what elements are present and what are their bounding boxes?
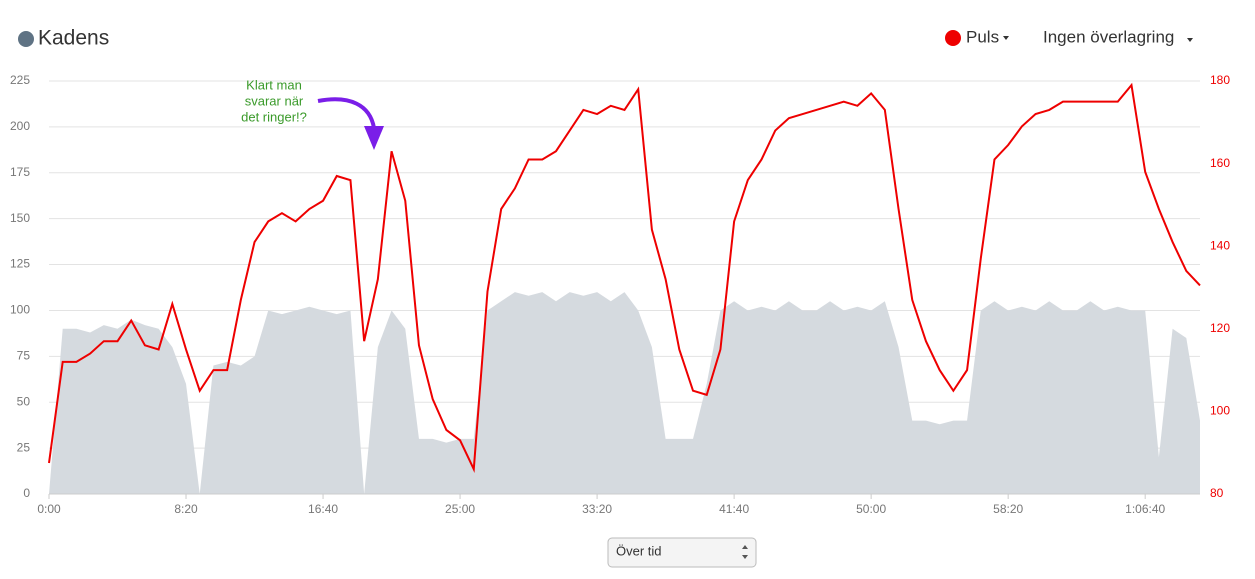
y-tick-label: 200 xyxy=(10,119,30,133)
x-tick-label: 58:20 xyxy=(993,502,1023,516)
y2-tick-label: 180 xyxy=(1210,73,1230,87)
y-tick-label: 175 xyxy=(10,165,30,179)
heart-rate-line xyxy=(48,82,1201,474)
x-tick-label: 1:06:40 xyxy=(1125,502,1165,516)
x-mode-select-label: Över tid xyxy=(616,543,662,558)
annotation-arrowhead xyxy=(364,126,384,150)
legend-label[interactable]: Puls xyxy=(966,27,999,46)
y-tick-label: 150 xyxy=(10,211,30,225)
y-tick-label: 125 xyxy=(10,257,30,271)
cadence-area xyxy=(49,292,1200,494)
y2-tick-label: 140 xyxy=(1210,238,1230,252)
legend-label[interactable]: Kadens xyxy=(38,27,109,50)
y-tick-label: 0 xyxy=(23,486,30,500)
x-tick-label: 16:40 xyxy=(308,502,338,516)
plot: 0 25 50 75 100 125 150 175 200 225 80 100 120 140 160 1… xyxy=(10,73,1230,516)
y-tick-label: 100 xyxy=(10,303,30,317)
legend-dot xyxy=(18,31,34,47)
annotation-line: Klart man xyxy=(246,77,302,92)
x-tick-label: 41:40 xyxy=(719,502,749,516)
x-tick-label: 0:00 xyxy=(37,502,61,516)
x-tick-label: 50:00 xyxy=(856,502,886,516)
annotation-arrow xyxy=(317,97,376,129)
y2-tick-label: 100 xyxy=(1210,404,1230,418)
select-arrows xyxy=(742,545,748,559)
x-tick-label: 25:00 xyxy=(445,502,475,516)
y-tick-label: 50 xyxy=(17,394,31,408)
overlay-menu[interactable]: Ingen överlagring xyxy=(1043,27,1174,46)
x-tick-label: 8:20 xyxy=(174,502,198,516)
y2-tick-label: 120 xyxy=(1210,321,1230,335)
x-mode-select[interactable] xyxy=(607,537,757,568)
annotation-line: svarar när xyxy=(245,93,304,108)
y-tick-label: 75 xyxy=(17,349,31,363)
y-tick-label: 25 xyxy=(17,440,31,454)
dropdown-caret xyxy=(1003,36,1009,40)
y2-tick-label: 160 xyxy=(1210,156,1230,170)
legend-dot xyxy=(945,30,961,46)
x-tick-label: 33:20 xyxy=(582,502,612,516)
y2-tick-label: 80 xyxy=(1210,486,1224,500)
y-tick-label: 225 xyxy=(10,73,30,87)
annotation-line: det ringer!? xyxy=(241,109,307,124)
dropdown-caret xyxy=(1187,38,1193,42)
